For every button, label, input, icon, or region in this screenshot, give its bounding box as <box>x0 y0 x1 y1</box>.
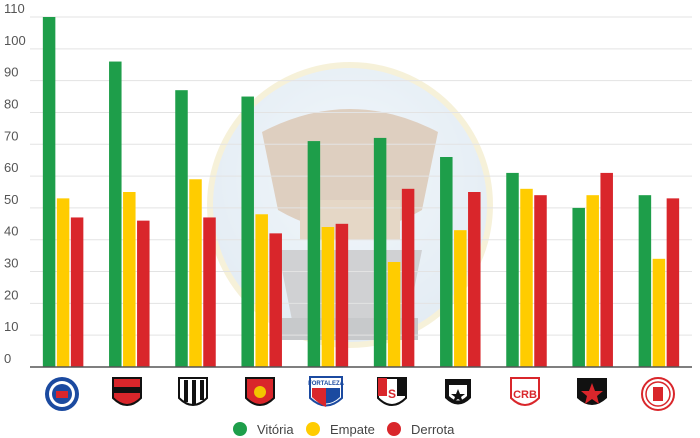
bar <box>321 227 335 367</box>
bar <box>175 90 188 367</box>
y-tick-label: 0 <box>4 351 11 366</box>
y-tick-label: 50 <box>4 192 18 207</box>
bar <box>42 17 56 367</box>
bar <box>440 157 453 367</box>
y-tick-label: 90 <box>4 65 18 80</box>
legend-label: Empate <box>330 422 375 437</box>
bar <box>373 137 387 367</box>
bar <box>203 217 216 367</box>
legend-swatch <box>306 422 320 436</box>
y-tick-label: 40 <box>4 224 18 239</box>
team-logos: FORTALEZA S CRB <box>45 376 675 411</box>
bar <box>534 195 547 367</box>
bar <box>123 192 136 367</box>
bar <box>600 172 613 367</box>
y-tick-label: 30 <box>4 256 18 271</box>
y-tick-label: 20 <box>4 287 18 302</box>
fortaleza-logo: FORTALEZA <box>308 376 345 407</box>
bar <box>666 198 680 367</box>
legend-swatch <box>233 422 247 436</box>
bar <box>137 220 150 367</box>
bahia-logo <box>45 377 79 411</box>
legend-swatch <box>387 422 401 436</box>
ceara-logo <box>178 377 208 406</box>
vitoria-logo <box>112 377 142 406</box>
svg-text:S: S <box>388 387 396 401</box>
y-tick-label: 80 <box>4 96 18 111</box>
bar <box>335 223 349 367</box>
bar <box>109 61 122 367</box>
bar <box>638 195 652 367</box>
santa-cruz-logo: S <box>377 377 407 406</box>
botafogo-pb-logo <box>577 378 607 405</box>
bar <box>401 188 415 367</box>
bar <box>269 233 282 367</box>
bar <box>387 262 401 367</box>
svg-text:FORTALEZA: FORTALEZA <box>308 381 345 387</box>
y-tick-label: 70 <box>4 128 18 143</box>
y-tick-label: 60 <box>4 160 18 175</box>
bar <box>454 230 467 367</box>
y-tick-label: 10 <box>4 319 18 334</box>
abc-logo <box>445 379 471 405</box>
bar <box>468 192 481 367</box>
sport-logo <box>245 377 275 406</box>
bar <box>70 217 84 367</box>
crb-logo: CRB <box>510 377 540 406</box>
bar <box>307 141 321 367</box>
america-rn-logo <box>641 377 675 411</box>
bar <box>586 195 599 367</box>
bar <box>255 214 268 367</box>
bars <box>42 17 680 367</box>
y-tick-label: 100 <box>4 33 26 48</box>
bar <box>572 207 585 367</box>
bar <box>520 188 533 367</box>
svg-text:CRB: CRB <box>513 389 537 401</box>
legend: Vitória Empate Derrota <box>233 422 455 437</box>
bar <box>652 258 666 367</box>
y-axis: 0 10 20 30 40 50 60 70 80 90 100 110 <box>4 1 26 366</box>
y-tick-label: 110 <box>4 1 25 16</box>
bar <box>189 179 202 367</box>
bar <box>56 198 70 367</box>
legend-label: Derrota <box>411 422 455 437</box>
bar <box>506 172 519 367</box>
legend-label: Vitória <box>257 422 294 437</box>
bar <box>241 96 254 367</box>
